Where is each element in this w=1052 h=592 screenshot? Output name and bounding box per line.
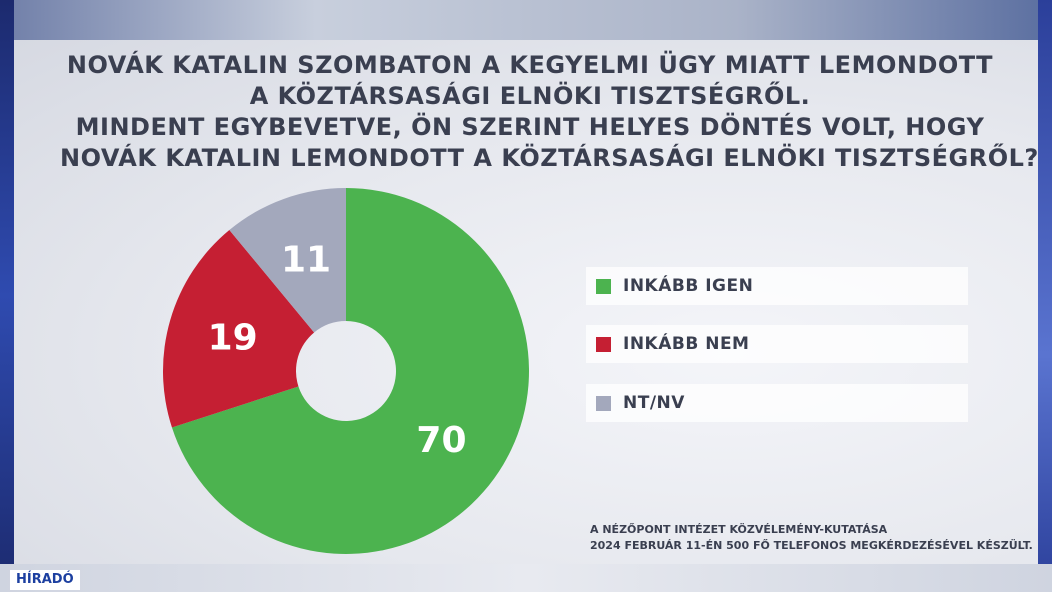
pie-value-label: 19 [208,318,258,359]
source-line: A NÉZŐPONT INTÉZET KÖZVÉLEMÉNY-KUTATÁSA [590,523,888,536]
title-line: MINDENT EGYBEVETVE, ÖN SZERINT HELYES DÖ… [75,113,985,141]
bottom-bar [0,564,1052,592]
chart-title: NOVÁK KATALIN SZOMBATON A KEGYELMI ÜGY M… [60,50,1039,174]
background-left-band [0,0,14,592]
title-line: A KÖZTÁRSASÁGI ELNÖKI TISZTSÉGRŐL. [249,82,811,110]
legend-item-nt-nv: NT/NV [586,384,968,422]
pie-value-label: 11 [281,239,331,280]
legend-label: INKÁBB IGEN [623,276,754,296]
legend-item-inkabb-nem: INKÁBB NEM [586,325,968,363]
legend-swatch [596,336,611,352]
source-note: A NÉZŐPONT INTÉZET KÖZVÉLEMÉNY-KUTATÁSA … [590,522,1040,554]
pie-value-label: 70 [416,420,466,461]
legend-label: NT/NV [623,393,685,413]
hirado-logo: HÍRADÓ [10,570,80,590]
source-line: 2024 FEBRUÁR 11-ÉN 500 FŐ TELEFONOS MEGK… [590,539,1033,552]
legend-item-inkabb-igen: INKÁBB IGEN [586,267,968,305]
legend-swatch [596,395,611,411]
legend-label: INKÁBB NEM [623,334,750,354]
pie-slice [229,188,346,333]
legend-swatch [596,278,611,294]
title-line: NOVÁK KATALIN LEMONDOTT A KÖZTÁRSASÁGI E… [60,144,1039,172]
background-top-band [0,0,1052,40]
title-line: NOVÁK KATALIN SZOMBATON A KEGYELMI ÜGY M… [66,51,994,79]
background-right-band [1038,0,1052,592]
pie-slice [163,229,315,428]
pie-slice [171,188,530,554]
